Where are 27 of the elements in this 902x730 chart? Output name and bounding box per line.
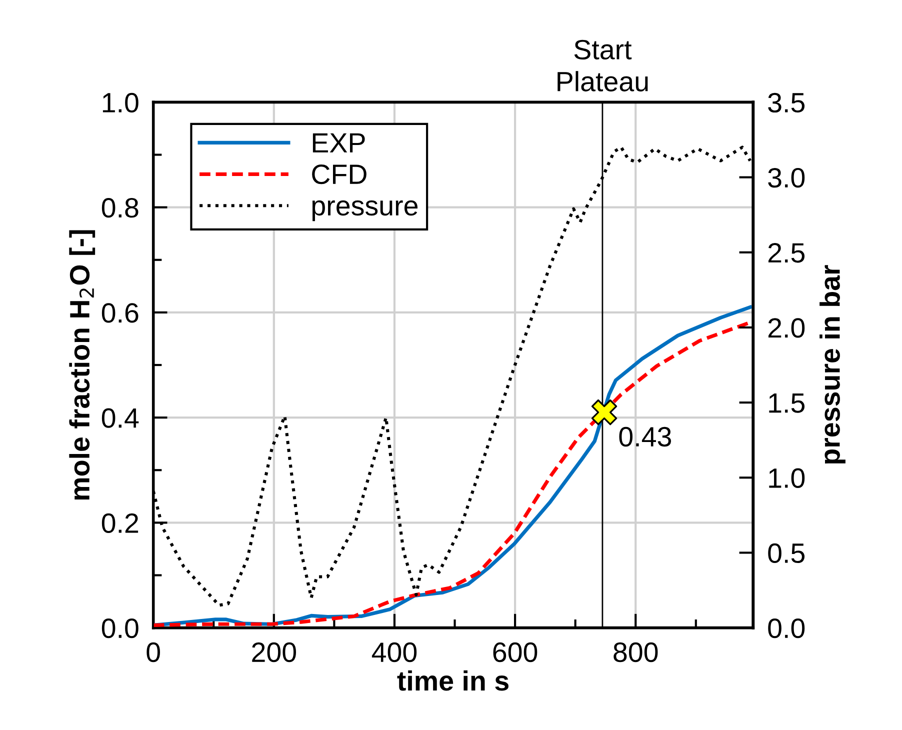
x-tick-label: 200 bbox=[252, 642, 296, 662]
y2-tick-label: 3.5 bbox=[768, 92, 805, 113]
y-tick-label: 0.6 bbox=[102, 303, 138, 323]
ref-line-label: Start Plateau bbox=[558, 40, 648, 92]
y2-tick-label: 2.0 bbox=[768, 318, 805, 338]
legend-label: EXP bbox=[312, 133, 365, 152]
y-tick-label: 1.0 bbox=[102, 92, 138, 113]
y2-tick-label: 1.5 bbox=[769, 394, 805, 413]
annotation: 0.43 bbox=[619, 426, 671, 447]
y2-tick-label: 0.0 bbox=[768, 618, 805, 638]
y-tick-label: 0.4 bbox=[102, 408, 139, 428]
x-tick-label: 0 bbox=[146, 642, 160, 662]
y2-tick-label: 2.5 bbox=[768, 243, 805, 263]
x-tick-label: 600 bbox=[493, 642, 538, 662]
y2-tick-label: 3.0 bbox=[768, 168, 805, 188]
y-tick-label: 0.8 bbox=[102, 198, 138, 218]
legend-label: CFD bbox=[312, 164, 366, 184]
y2-axis-title: pressure in bar bbox=[820, 265, 846, 464]
x-tick-label: 800 bbox=[614, 642, 658, 662]
y-tick-label: 0.2 bbox=[102, 513, 138, 534]
y2-tick-label: 1.0 bbox=[769, 468, 805, 488]
y-tick-label: 0.0 bbox=[102, 618, 138, 638]
x-tick-label: 400 bbox=[372, 642, 417, 662]
x-axis-title: time in s bbox=[397, 670, 508, 691]
legend-label: pressure bbox=[312, 200, 418, 222]
y2-tick-label: 0.5 bbox=[768, 543, 805, 564]
y-axis-title: mole fraction H$_{2}$O [-] bbox=[69, 230, 96, 500]
